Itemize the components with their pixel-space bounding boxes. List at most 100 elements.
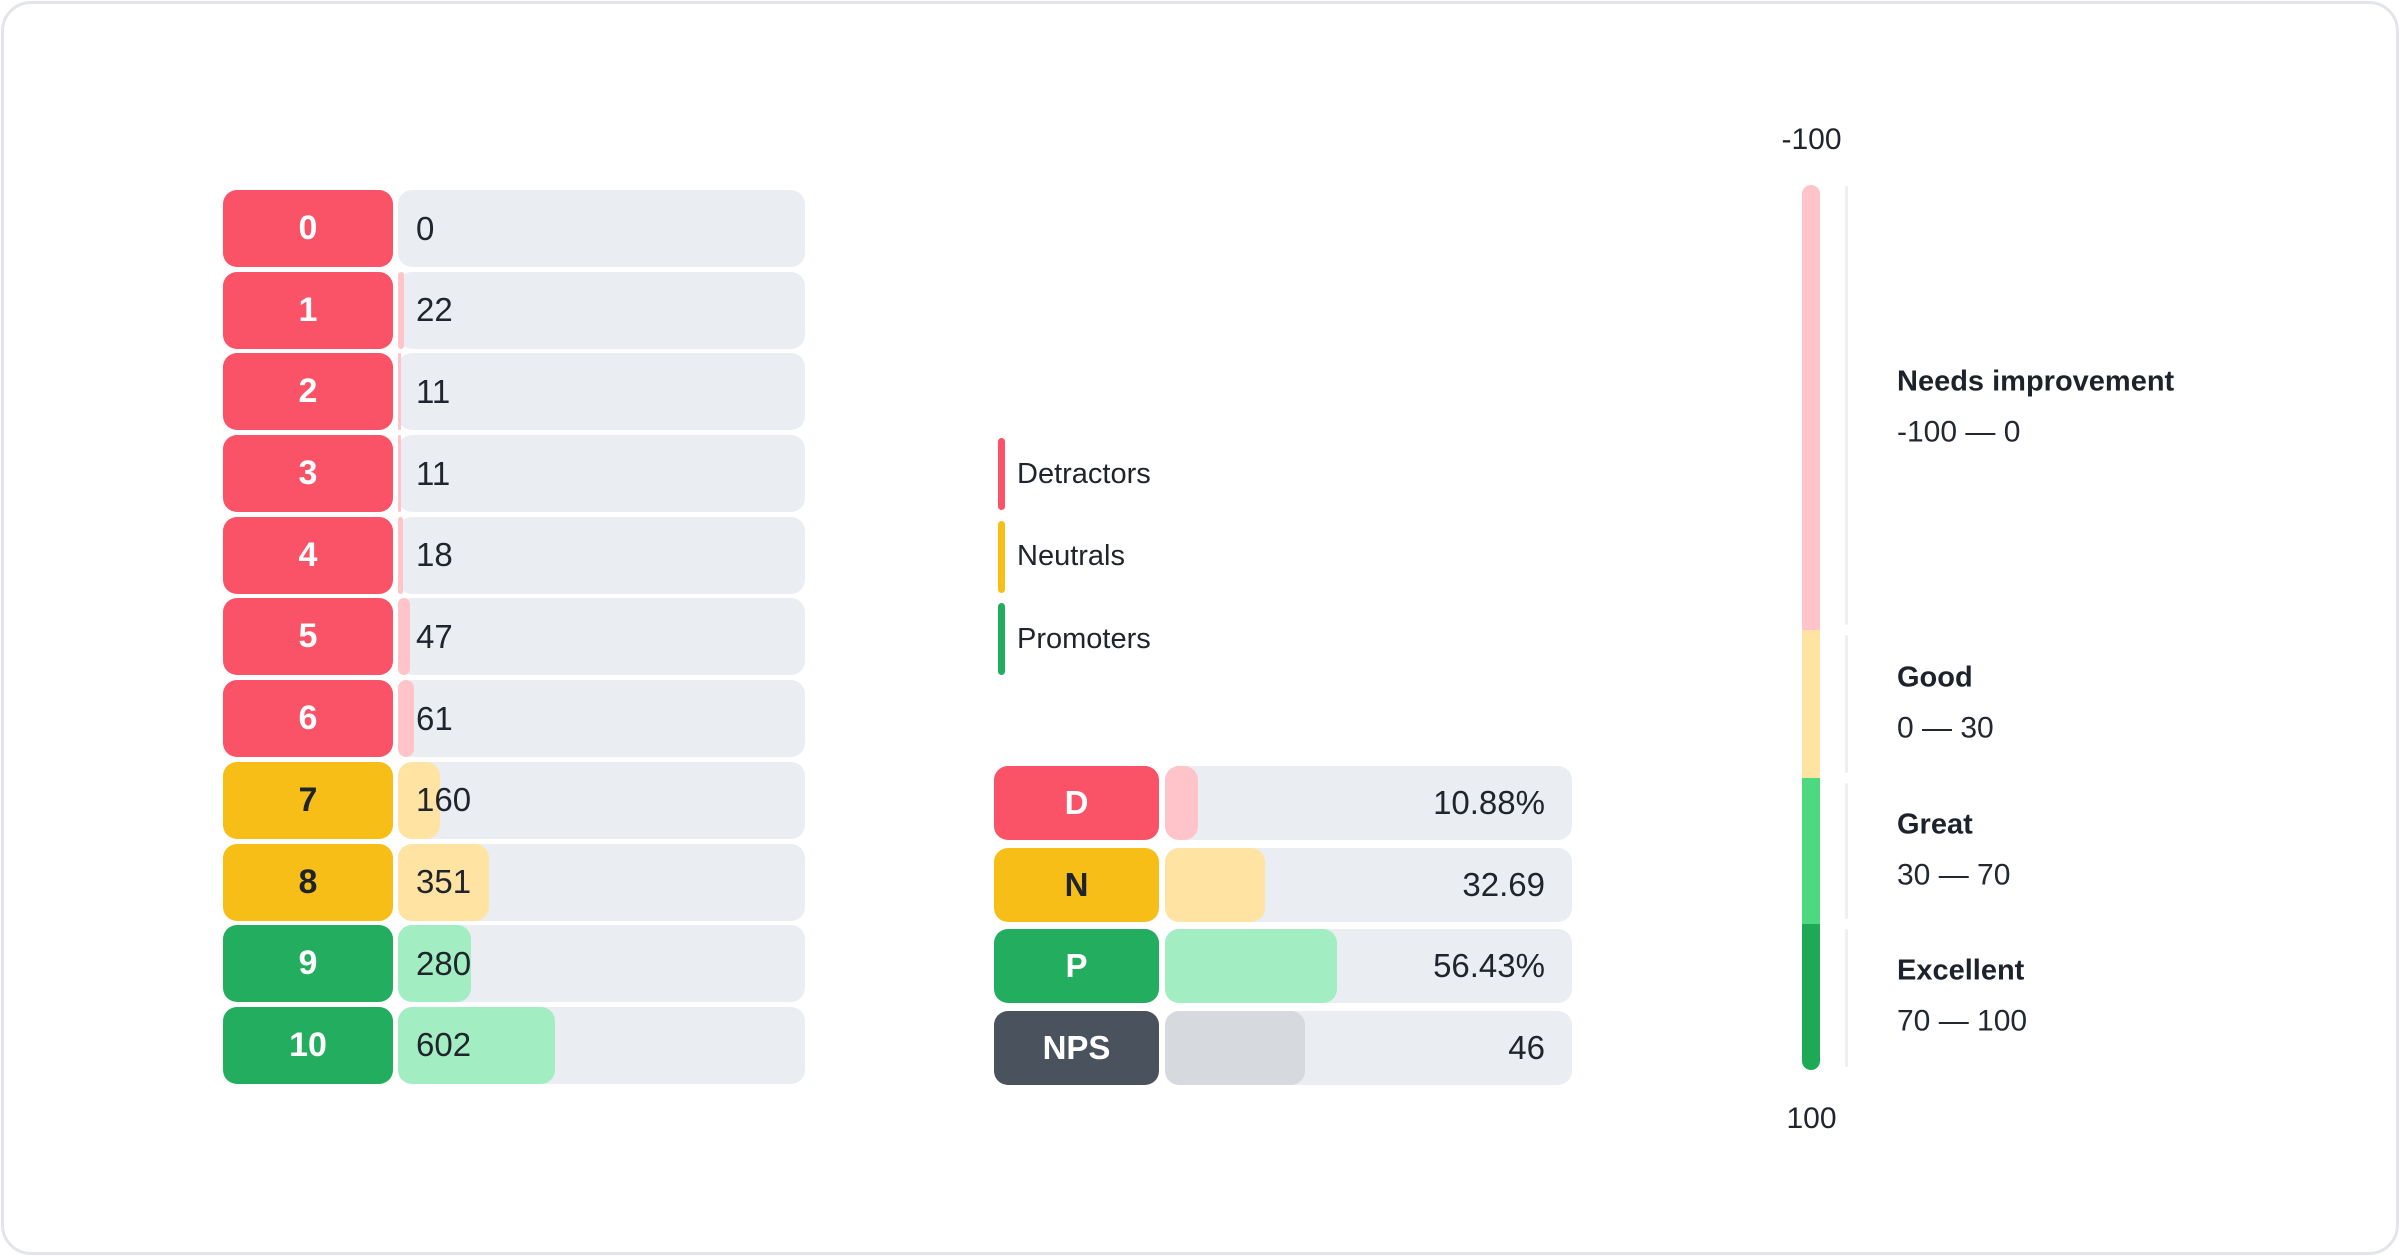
score-fill — [398, 761, 440, 839]
score-badge: 8 — [223, 843, 393, 921]
gauge-section-label: Needs improvement -100 — 0 — [1897, 365, 2174, 450]
score-track: 11 — [398, 435, 805, 513]
score-fill — [398, 1006, 555, 1084]
score-row: 10 602 — [223, 1006, 805, 1084]
gauge-tick-line — [1845, 185, 1848, 1070]
summary-track: 46 — [1165, 1011, 1572, 1086]
gauge-max-label: -100 — [1781, 123, 1842, 156]
legend-swatch — [998, 438, 1005, 510]
score-row: 3 11 — [223, 435, 805, 513]
gauge-section-range: 0 — 30 — [1897, 711, 1994, 745]
score-badge: 9 — [223, 925, 393, 1003]
score-row: 9 280 — [223, 925, 805, 1003]
score-fill — [398, 271, 404, 349]
gauge-section-range: 70 — 100 — [1897, 1004, 2028, 1038]
gauge-section-label: Great 30 — 70 — [1897, 809, 2010, 894]
score-track: 18 — [398, 516, 805, 594]
score-row: 1 22 — [223, 271, 805, 349]
gauge-section-title: Needs improvement — [1897, 365, 2175, 398]
gauge-section-label: Good 0 — 30 — [1897, 662, 1994, 747]
score-count: 351 — [416, 863, 472, 900]
score-track: 47 — [398, 598, 805, 676]
summary-badge: D — [994, 766, 1159, 840]
legend-label: Promoters — [1017, 622, 1151, 655]
summary-badge: P — [994, 929, 1159, 1004]
summary-badge: NPS — [994, 1011, 1159, 1086]
score-badge: 1 — [223, 271, 393, 349]
gauge-segment-2 — [1802, 630, 1820, 778]
score-track: 280 — [398, 925, 805, 1003]
nps-gauge-bar — [1802, 185, 1820, 1070]
summary-value: 56.43% — [1433, 947, 1545, 985]
gauge-segment-3 — [1802, 777, 1820, 924]
score-row: 5 47 — [223, 598, 805, 676]
score-row: 2 11 — [223, 353, 805, 431]
score-count: 47 — [416, 617, 453, 655]
gauge-min-label: 100 — [1786, 1102, 1837, 1135]
gauge-tick-segment — [1845, 928, 1848, 1067]
summary-row: N 32.69 — [994, 847, 1572, 922]
score-track: 602 — [398, 1006, 805, 1084]
summary-fill — [1165, 929, 1338, 1004]
score-track: 0 — [398, 190, 805, 267]
score-badge: 3 — [223, 435, 393, 513]
summary-badge: N — [994, 847, 1159, 922]
score-fill — [398, 843, 490, 921]
score-badge: 4 — [223, 516, 393, 594]
gauge-tick-segment — [1845, 782, 1848, 919]
gauge-section-label: Excellent 70 — 100 — [1897, 955, 2027, 1040]
score-badge: 2 — [223, 353, 393, 431]
summary-value: 32.69 — [1462, 865, 1545, 903]
score-count: 0 — [416, 209, 435, 247]
score-track: 11 — [398, 353, 805, 431]
legend-swatch — [998, 520, 1005, 593]
chart-legend: Detractors Neutrals Promoters — [998, 438, 1151, 675]
score-row: 8 351 — [223, 843, 805, 921]
gauge-section-range: 30 — 70 — [1897, 858, 2011, 892]
gauge-section-title: Excellent — [1897, 954, 2025, 987]
score-badge: 7 — [223, 761, 393, 839]
score-track: 22 — [398, 271, 805, 349]
score-count: 11 — [416, 454, 451, 492]
score-track: 351 — [398, 843, 805, 921]
gauge-segment-4 — [1802, 923, 1820, 1070]
score-count: 160 — [416, 781, 472, 819]
legend-label: Detractors — [1017, 457, 1151, 490]
score-count: 61 — [416, 699, 453, 737]
score-distribution-chart: 0 0 1 22 2 11 3 11 4 18 5 47 6 61 7 160 8 351 9 280 10 602 — [223, 190, 805, 1084]
legend-item: Detractors — [998, 438, 1151, 510]
summary-value: 46 — [1508, 1029, 1545, 1067]
summary-track: 56.43% — [1165, 929, 1572, 1004]
score-row: 6 61 — [223, 680, 805, 758]
summary-row: P 56.43% — [994, 929, 1572, 1004]
score-badge: 0 — [223, 190, 393, 267]
score-count: 280 — [416, 944, 472, 982]
score-count: 18 — [416, 536, 453, 574]
summary-track: 32.69 — [1165, 847, 1572, 922]
score-fill — [398, 925, 471, 1003]
score-count: 22 — [416, 291, 453, 329]
score-fill — [398, 680, 414, 758]
summary-fill — [1165, 766, 1199, 840]
score-track: 61 — [398, 680, 805, 758]
score-count: 11 — [416, 372, 451, 410]
legend-item: Neutrals — [998, 520, 1151, 593]
gauge-section-title: Good — [1897, 661, 1973, 694]
score-badge: 10 — [223, 1006, 393, 1084]
legend-swatch — [998, 603, 1005, 675]
gauge-segment-1 — [1802, 185, 1820, 631]
summary-row: D 10.88% — [994, 766, 1572, 840]
gauge-tick-segment — [1845, 186, 1848, 626]
legend-label: Neutrals — [1017, 540, 1125, 572]
score-fill — [398, 435, 401, 513]
score-count: 602 — [416, 1026, 472, 1064]
score-fill — [398, 516, 403, 594]
summary-row: NPS 46 — [994, 1011, 1572, 1086]
score-row: 4 18 — [223, 516, 805, 594]
nps-summary-chart: D 10.88% N 32.69 P 56.43% NPS 46 — [994, 766, 1572, 1086]
score-fill — [398, 598, 411, 676]
score-badge: 6 — [223, 680, 393, 758]
score-track: 160 — [398, 761, 805, 839]
